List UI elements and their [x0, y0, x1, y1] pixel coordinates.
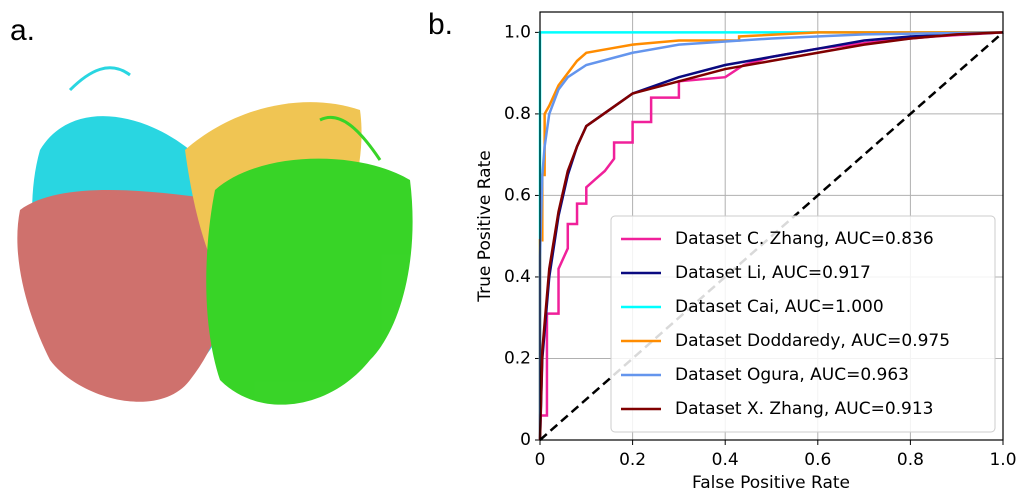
- roc-line: [538, 31, 1004, 440]
- legend-label: Dataset X. Zhang, AUC=0.913: [675, 399, 934, 419]
- legend-label: Dataset Ogura, AUC=0.963: [675, 365, 909, 385]
- roc-line: [538, 31, 1004, 441]
- legend-label: Dataset Li, AUC=0.917: [675, 263, 871, 283]
- y-tick-label: 0.6: [504, 185, 531, 205]
- x-tick-label: 0: [535, 450, 546, 470]
- y-axis-label: True Positive Rate: [475, 150, 495, 302]
- x-axis-label: False Positive Rate: [692, 473, 850, 493]
- roc-line: [538, 31, 1004, 440]
- y-tick-label: 0.2: [504, 348, 531, 368]
- y-tick-label: 0: [520, 430, 531, 450]
- x-tick-label: 0.8: [897, 450, 924, 470]
- y-tick-label: 0.4: [504, 267, 531, 287]
- y-tick-label: 0.8: [504, 104, 531, 124]
- legend: Dataset C. Zhang, AUC=0.836 Dataset Li, A…: [610, 215, 996, 433]
- panel-label: b.: [428, 8, 453, 41]
- roc-chart: False Positive Rate True Positive Rate 0…: [475, 11, 1017, 493]
- x-tick-label: 0.4: [712, 450, 739, 470]
- x-tick-label: 0.6: [804, 450, 831, 470]
- legend-label: Dataset C. Zhang, AUC=0.836: [675, 229, 934, 249]
- legend-box: [610, 215, 996, 433]
- x-tick-label: 0.2: [619, 450, 646, 470]
- legend-label: Dataset Cai, AUC=1.000: [675, 297, 884, 317]
- panel-label: a.: [10, 14, 35, 47]
- plot-frame: [539, 11, 1004, 441]
- x-tick-label: 1.0: [989, 450, 1016, 470]
- y-tick-label: 1.0: [504, 22, 531, 42]
- legend-label: Dataset Doddaredy, AUC=0.975: [675, 331, 950, 351]
- protein-image: [17, 66, 413, 405]
